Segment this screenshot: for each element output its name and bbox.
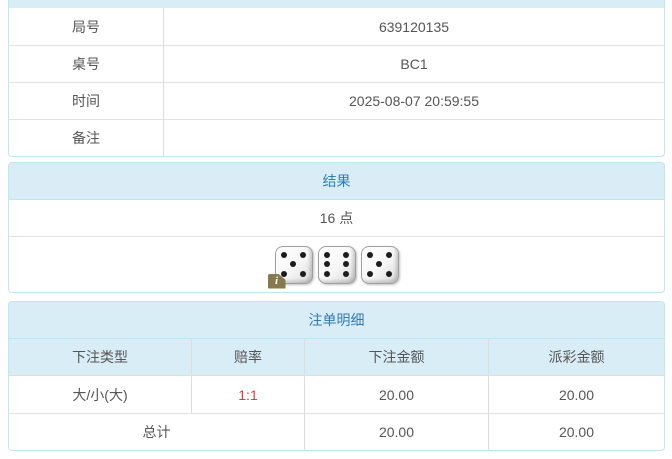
- total-label: 总计: [142, 424, 171, 440]
- table-row-table: 桌号 BC1: [9, 45, 664, 82]
- bet-odds: 1:1: [191, 376, 304, 413]
- die-face-6-icon: [317, 245, 356, 284]
- bet-type: 大/小(大): [72, 386, 128, 403]
- table-row-total: 总计 20.00 20.00: [9, 413, 664, 450]
- table-row-round: 局号 639120135: [9, 8, 664, 45]
- die-face-5-icon: [360, 245, 399, 284]
- dice-row: i: [9, 237, 664, 292]
- col-header-bet-amount: 下注金额: [304, 339, 488, 375]
- col-header-payout-amount: 派彩金额: [488, 339, 664, 375]
- die-3: [360, 245, 399, 284]
- total-payout-amount: 20.00: [488, 414, 664, 450]
- result-points: 16 点: [9, 200, 664, 237]
- bet-details-heading: 注单明细: [9, 302, 664, 339]
- round-label: 局号: [9, 8, 164, 45]
- die-2: [317, 245, 356, 284]
- table-row-remark: 备注: [9, 119, 664, 156]
- col-header-bet-type: 下注类型: [72, 349, 128, 365]
- bet-amount: 20.00: [304, 376, 488, 413]
- game-info-panel: 局号 639120135 桌号 BC1 时间 2025-08-07 20:59:…: [8, 0, 665, 157]
- game-info-table: 局号 639120135 桌号 BC1 时间 2025-08-07 20:59:…: [9, 8, 664, 156]
- game-info-heading-strip: [9, 0, 664, 8]
- remark-label: 备注: [9, 120, 164, 156]
- die-1: i: [267, 245, 313, 289]
- bet-details-table: 下注类型 赔率 下注金额 派彩金额 大/小(大) 1:1 20.00 20.00…: [9, 339, 664, 450]
- bet-table-header: 下注类型 赔率 下注金额 派彩金额: [9, 339, 664, 376]
- time-label: 时间: [9, 83, 164, 119]
- result-panel: 结果 16 点 i: [8, 162, 665, 293]
- col-header-odds: 赔率: [191, 339, 304, 375]
- result-heading: 结果: [9, 163, 664, 200]
- payout-amount: 20.00: [488, 376, 664, 413]
- table-label: 桌号: [9, 46, 164, 82]
- table-row-time: 时间 2025-08-07 20:59:55: [9, 82, 664, 119]
- round-value: 639120135: [378, 18, 450, 35]
- remark-value: [164, 120, 664, 156]
- table-row-bet: 大/小(大) 1:1 20.00 20.00: [9, 376, 664, 413]
- bet-details-panel: 注单明细 下注类型 赔率 下注金额 派彩金额 大/小(大) 1:1 20.00 …: [8, 301, 665, 451]
- info-icon[interactable]: i: [267, 273, 286, 289]
- total-bet-amount: 20.00: [304, 414, 488, 450]
- time-value: 2025-08-07 20:59:55: [349, 93, 479, 109]
- table-value: BC1: [400, 56, 428, 72]
